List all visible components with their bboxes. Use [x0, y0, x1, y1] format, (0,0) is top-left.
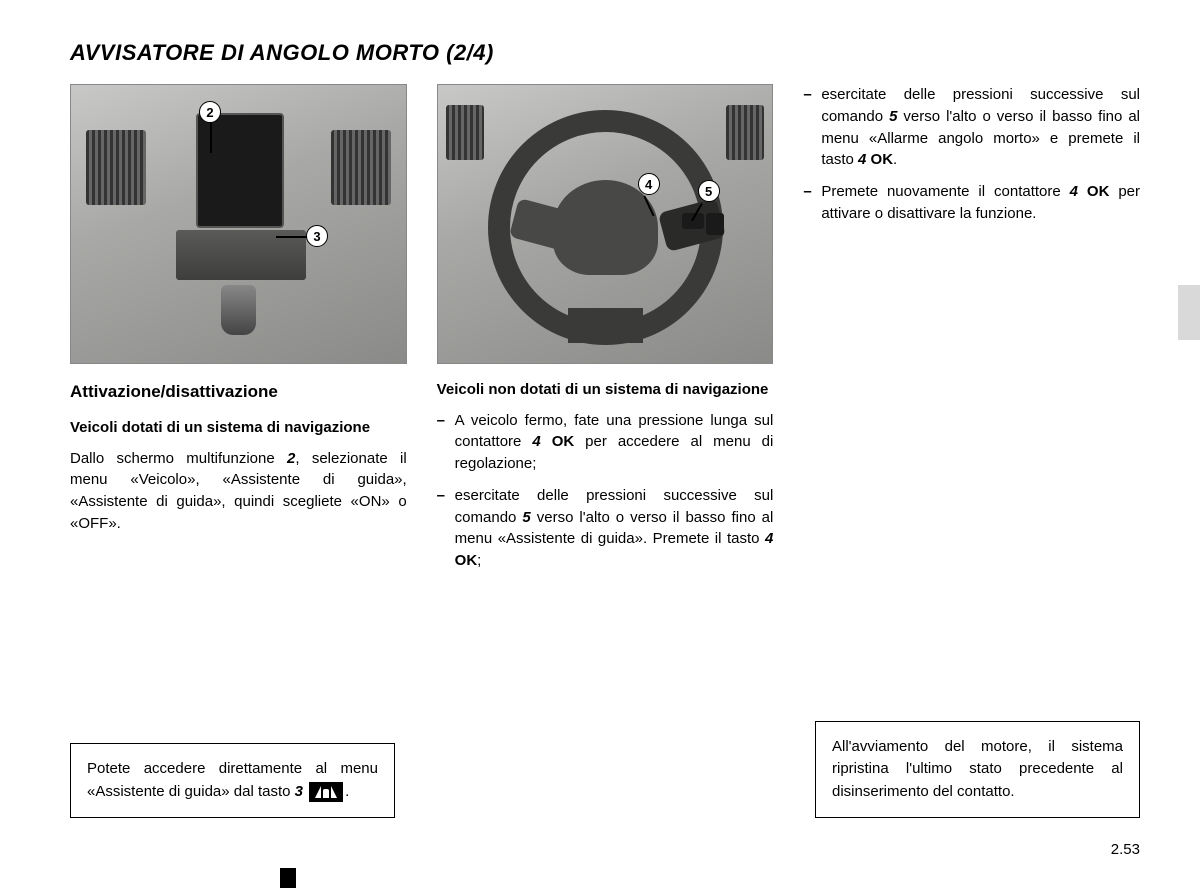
list-item: Premete nuovamente il contattore 4 OK pe… [803, 181, 1140, 225]
page-title: AVVISATORE DI ANGOLO MORTO (2/4) [70, 40, 1140, 66]
column-2: 50840 4 5 Veicoli non dotati di un siste… [437, 84, 774, 582]
list-item: A veicolo fermo, fate una pressione lung… [437, 410, 774, 475]
info-box-left: Potete accedere direttamente al menu «As… [70, 743, 395, 818]
lane-assist-icon [309, 782, 343, 802]
callout-2: 2 [199, 101, 221, 123]
callout-5: 5 [698, 180, 720, 202]
figure-steering: 50840 4 5 [437, 84, 774, 364]
callout-3: 3 [306, 225, 328, 247]
column-3: esercitate delle pressioni successive su… [803, 84, 1140, 582]
print-mark [280, 868, 296, 888]
list-col3: esercitate delle pressioni successive su… [803, 84, 1140, 225]
body-col1: Dallo schermo multifunzione 2, seleziona… [70, 448, 407, 535]
box-left-post: . [345, 783, 349, 800]
subheading-nonav: Veicoli non dotati di un sistema di navi… [437, 380, 774, 400]
figure-dashboard: 50841 2 3 [70, 84, 407, 364]
list-col2: A veicolo fermo, fate una pressione lung… [437, 410, 774, 572]
subheading-nav: Veicoli dotati di un sistema di navigazi… [70, 418, 407, 438]
info-box-right: All'avviamento del motore, il sistema ri… [815, 721, 1140, 819]
page-number: 2.53 [1111, 841, 1140, 858]
box-left-num: 3 [295, 783, 303, 800]
list-item: esercitate delle pressioni successive su… [803, 84, 1140, 171]
tab-marker [1178, 285, 1200, 340]
column-1: 50841 2 3 Attivazione/disattivazione Vei… [70, 84, 407, 582]
list-item: esercitate delle pressioni successive su… [437, 485, 774, 572]
heading-activation: Attivazione/disattivazione [70, 382, 407, 402]
callout-4: 4 [638, 173, 660, 195]
content-columns: 50841 2 3 Attivazione/disattivazione Vei… [70, 84, 1140, 582]
